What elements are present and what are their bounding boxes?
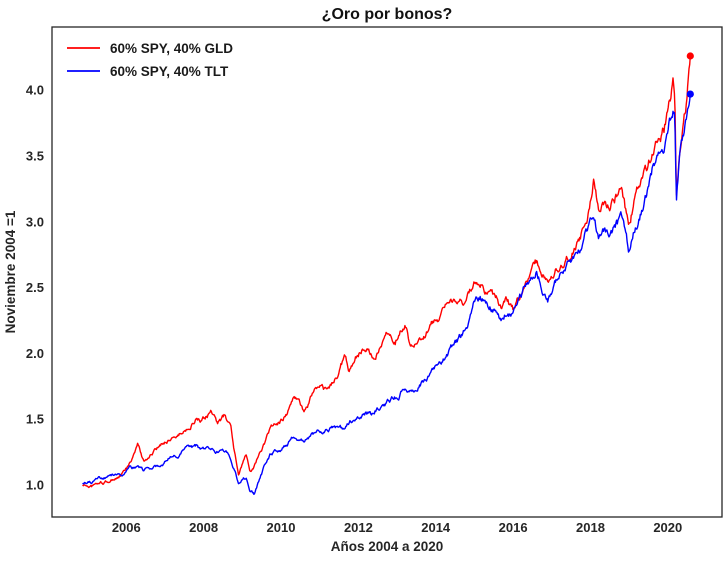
x-tick-label: 2006 [112, 520, 141, 535]
legend-label-spy-tlt: 60% SPY, 40% TLT [110, 64, 229, 79]
x-tick-label: 2008 [189, 520, 218, 535]
x-tick-labels: 2006 2008 2010 2012 2014 2016 2018 2020 [112, 520, 682, 535]
y-tick-label: 3.5 [26, 149, 44, 164]
series-end-marker-0 [686, 52, 694, 60]
x-tick-label: 2016 [499, 520, 528, 535]
y-axis-label: Noviembre 2004 =1 [3, 210, 18, 333]
y-tick-label: 1.5 [26, 412, 44, 427]
y-tick-labels: 1.0 1.5 2.0 2.5 3.0 3.5 4.0 [26, 83, 44, 493]
x-tick-label: 2012 [344, 520, 373, 535]
end-markers [686, 52, 694, 98]
y-tick-label: 1.0 [26, 478, 44, 493]
chart-title: ¿Oro por bonos? [322, 6, 453, 23]
x-tick-label: 2018 [576, 520, 605, 535]
y-tick-label: 3.0 [26, 214, 44, 229]
plot-area [51, 26, 723, 518]
legend: 60% SPY, 40% GLD 60% SPY, 40% TLT [67, 41, 233, 79]
series-line-0 [82, 55, 691, 489]
y-tick-label: 2.0 [26, 346, 44, 361]
legend-label-spy-gld: 60% SPY, 40% GLD [110, 41, 233, 56]
series-lines [82, 55, 691, 495]
series-line-1 [82, 94, 691, 495]
x-tick-label: 2020 [653, 520, 682, 535]
x-tick-label: 2010 [267, 520, 296, 535]
x-axis-label: Años 2004 a 2020 [331, 539, 444, 554]
y-tick-label: 4.0 [26, 83, 44, 98]
x-tick-label: 2014 [421, 520, 451, 535]
series-end-marker-1 [686, 90, 694, 98]
y-tick-label: 2.5 [26, 280, 44, 295]
